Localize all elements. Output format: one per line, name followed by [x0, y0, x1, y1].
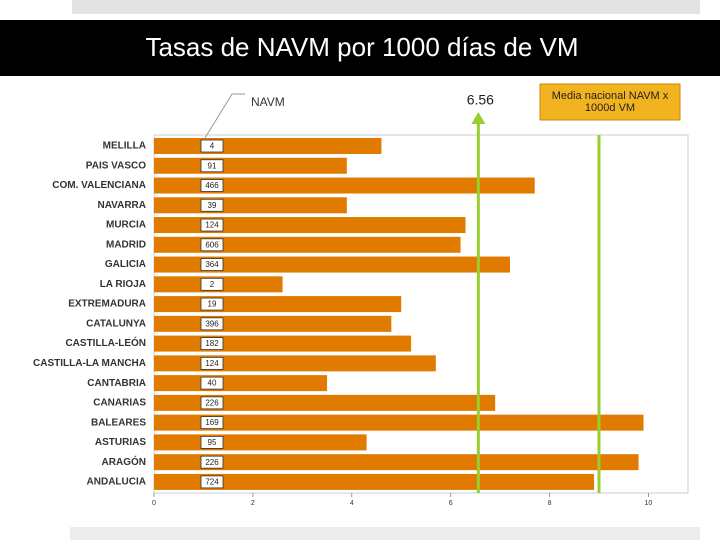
count-box: [200, 258, 224, 271]
callout: Media nacional NAVM x 1000d VM: [551, 90, 669, 114]
y-tick-label: GALICIA: [105, 259, 146, 270]
count-box: [200, 179, 224, 192]
count-label: 606: [205, 240, 219, 249]
count-box: [200, 139, 224, 153]
bar: [154, 434, 367, 451]
count-label: 226: [205, 398, 219, 407]
callout-label: Media nacional NAVM x 1000d VM: [551, 90, 669, 114]
x-tick-label: 0: [152, 500, 156, 507]
count-box: [200, 317, 224, 331]
count-label: 396: [205, 319, 219, 328]
count-box: [200, 159, 224, 173]
count-box: [200, 297, 224, 311]
bar: [154, 256, 510, 273]
count-label: 19: [208, 300, 217, 309]
legend-label: NAVM: [251, 95, 285, 109]
bar: [154, 177, 535, 194]
count-box: [200, 396, 224, 410]
y-tick-label: NAVARRA: [97, 200, 146, 211]
y-tick-label: ASTURIAS: [95, 437, 146, 448]
count-box: [200, 337, 224, 351]
x-tick-label: 6: [449, 500, 453, 507]
bar: [154, 236, 461, 253]
y-tick-label: CASTILLA-LA MANCHA: [33, 358, 146, 369]
y-tick-label: CATALUNYA: [86, 318, 146, 329]
title-bar: [0, 20, 720, 76]
y-tick-label: COM. VALENCIANA: [52, 180, 146, 191]
y-tick-label: MURCIA: [106, 220, 146, 231]
y-tick-label: ARAGÓN: [102, 455, 146, 468]
count-label: 39: [208, 201, 217, 210]
count-label: 169: [205, 418, 219, 427]
y-tick-label: BALEARES: [91, 417, 146, 428]
count-label: 40: [208, 379, 217, 388]
count-box: [200, 198, 224, 212]
bar: [154, 217, 466, 234]
count-box: [200, 435, 224, 449]
plot-frame: [153, 134, 689, 494]
bar: [154, 375, 328, 392]
count-label: 124: [205, 359, 219, 368]
bar: [154, 355, 436, 372]
x-tick-label: 4: [350, 500, 354, 507]
x-tick-label: 2: [251, 500, 255, 507]
bar: [154, 414, 644, 431]
y-tick-label: LA RIOJA: [100, 279, 146, 290]
legend-leader: [204, 93, 245, 139]
count-box: [200, 475, 224, 489]
y-tick-label: EXTREMADURA: [68, 299, 146, 310]
count-box: [200, 356, 224, 370]
bar: [154, 335, 412, 352]
bar: [154, 394, 496, 411]
bar: [154, 315, 392, 332]
count-label: 182: [205, 339, 219, 348]
count-label: 4: [210, 142, 215, 151]
y-tick-label: ANDALUCIA: [87, 477, 146, 488]
x-tick-label: 8: [548, 500, 552, 507]
chart-title: Tasas de NAVM por 1000 días de VM: [145, 32, 578, 62]
y-tick-label: CANARIAS: [93, 398, 146, 409]
count-box: [200, 455, 224, 469]
count-label: 724: [205, 478, 219, 487]
x-tick-label: 10: [645, 500, 653, 507]
count-label: 95: [208, 438, 217, 447]
count-label: 364: [205, 260, 219, 269]
mean-label: 6.56: [467, 92, 494, 108]
count-label: 2: [210, 280, 215, 289]
bar: [154, 296, 402, 313]
callout-box: [539, 83, 681, 121]
count-box: [200, 416, 224, 430]
y-tick-label: MELILLA: [103, 141, 146, 152]
mean-arrowhead: [471, 112, 486, 124]
bar: [154, 138, 382, 154]
count-label: 466: [205, 181, 219, 190]
top-strip: [72, 0, 700, 14]
y-tick-label: PAIS VASCO: [86, 160, 146, 171]
count-label: 91: [208, 161, 217, 170]
y-tick-label: CASTILLA-LEÓN: [65, 336, 146, 349]
bottom-strip: [70, 527, 700, 540]
count-label: 124: [205, 221, 219, 230]
count-box: [200, 238, 224, 252]
bar: [154, 473, 595, 490]
y-tick-label: MADRID: [106, 239, 146, 250]
count-box: [200, 376, 224, 390]
bar: [154, 454, 639, 471]
bar: [154, 197, 347, 214]
count-box: [200, 277, 224, 291]
count-label: 226: [205, 458, 219, 467]
bar: [154, 157, 347, 174]
count-box: [200, 218, 224, 232]
y-tick-label: CANTABRIA: [87, 378, 146, 389]
